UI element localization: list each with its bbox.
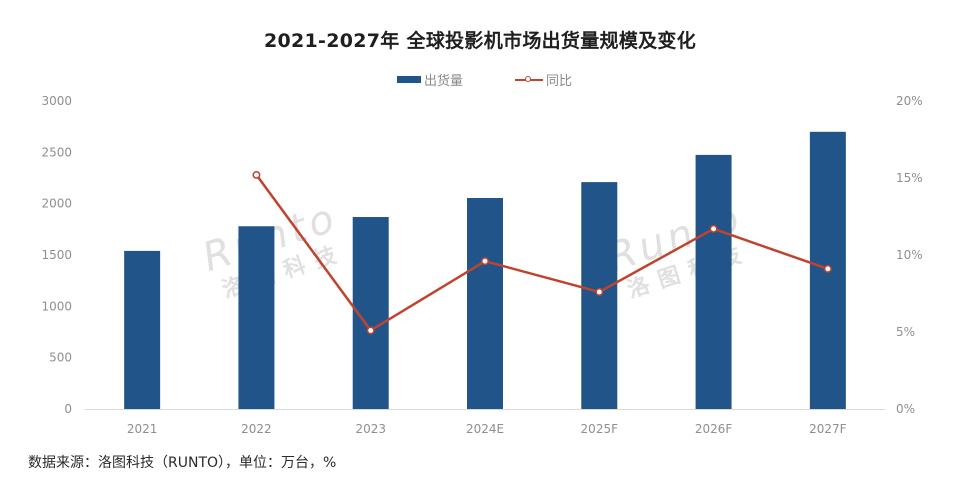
left-axis-tick-label: 2500 [41, 145, 72, 159]
legend-label-shipments: 出货量 [424, 74, 464, 89]
right-axis-tick-label: 10% [896, 248, 923, 262]
legend-item-yoy: 同比 [515, 70, 572, 89]
right-axis-tick-label: 0% [896, 402, 915, 416]
bar-swatch-icon [397, 76, 421, 83]
x-axis-tick-label: 2026F [695, 422, 733, 436]
legend-label-yoy: 同比 [546, 74, 573, 89]
yoy-marker [252, 170, 261, 179]
yoy-marker [366, 326, 375, 335]
x-axis-tick-label: 2024E [466, 422, 504, 436]
right-axis-tick-label: 15% [896, 171, 923, 185]
left-axis-tick-label: 1000 [41, 299, 72, 313]
bar [124, 250, 161, 409]
left-axis-tick-label: 2000 [41, 197, 72, 211]
x-axis-tick-label: 2023 [355, 422, 386, 436]
yoy-line [255, 174, 829, 332]
left-axis-tick-label: 3000 [41, 94, 72, 108]
yoy-marker [595, 288, 604, 296]
x-axis-tick-label: 2027F [809, 422, 847, 436]
left-axis-tick-label: 1500 [41, 248, 72, 262]
bar [695, 154, 732, 409]
bar [238, 226, 275, 409]
left-axis-tick-label: 0 [64, 402, 72, 416]
legend-item-shipments: 出货量 [397, 70, 463, 89]
left-axis-tick-label: 500 [49, 351, 72, 365]
data-source-note: 数据来源：洛图科技（RUNTO），单位：万台，% [28, 455, 337, 471]
yoy-marker [481, 257, 489, 266]
left-axis-ticks: 0 500 1000 1500 2000 2500 3000 [41, 94, 72, 416]
bar-series [124, 131, 846, 410]
yoy-marker [823, 264, 832, 273]
x-axis-ticks: 2021 2022 2023 2024E 2025F 2026F 2027F [127, 422, 847, 436]
chart-title: 2021-2027年 全球投影机市场出货量规模及变化 [263, 30, 697, 52]
x-axis-tick-label: 2022 [241, 422, 272, 436]
line-series [252, 170, 832, 335]
right-axis-tick-label: 20% [896, 94, 923, 108]
x-axis-tick-label: 2021 [127, 422, 158, 436]
right-axis-tick-label: 5% [896, 325, 915, 339]
right-axis-ticks: 0% 5% 10% 15% 20% [896, 94, 923, 416]
bar [467, 198, 503, 409]
yoy-marker [709, 224, 718, 233]
chart-legend: 出货量 同比 [0, 70, 960, 90]
x-axis-tick-label: 2025F [581, 422, 619, 436]
line-marker-swatch-icon [515, 75, 543, 85]
